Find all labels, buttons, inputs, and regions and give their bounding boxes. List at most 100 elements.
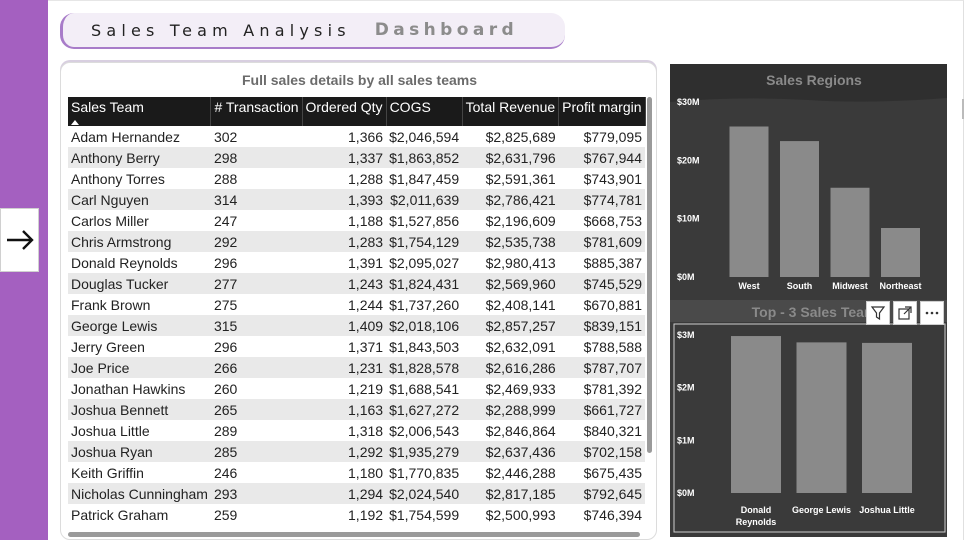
horizontal-scrollbar[interactable] [68,532,640,537]
column-header[interactable]: Total Revenue [462,97,560,126]
value-cell: $2,535,738 [462,231,559,252]
collapsed-pane-edge [962,99,964,119]
canvas-border [48,0,964,540]
value-cell: $1,828,578 [386,357,463,378]
y-tick-label: $1M [677,435,695,445]
table-row[interactable]: Joe Price 266 1,231 $1,828,578 $2,616,286 $78… [68,357,646,378]
table-row[interactable]: Carlos Miller 247 1,188 $1,527,856 $2,196,60… [68,210,645,231]
chart-header-band [670,64,947,102]
sales-team-cell: Keith Griffin [71,464,144,481]
bar[interactable] [862,342,912,493]
value-cell: $661,727 [558,399,646,420]
x-category-label: George Lewis [792,505,851,515]
filter-button[interactable] [866,301,890,325]
value-cell: $788,588 [583,338,643,355]
selection-frame [673,323,946,533]
top-sales-team-chart[interactable]: Top - 3 Sales Team $0M $1M $2M $3M Donald Reyn… [670,300,947,537]
more-options-button[interactable] [920,301,944,325]
value-cell: 1,243 [302,273,387,294]
value-cell: 292 [210,231,303,252]
table-row[interactable]: Frank Brown 275 1,244 $1,737,260 $2,408,141 $… [68,294,645,315]
table-row[interactable]: Keith Griffin 246 1,180 $1,770,835 $2,446,28… [68,462,645,483]
sales-team-cell: Patrick Graham [71,506,169,523]
value-cell: $2,024,540 [386,483,463,504]
sales-table-visual[interactable]: Full sales details by all sales teams Sa… [60,62,657,540]
table-row[interactable]: Anthony Berry 298 1,337 $1,863,852 $2,631,79… [68,147,646,168]
sales-team-cell: Joe Price [68,357,211,378]
sales-team-cell: Adam Hernandez [71,128,180,145]
sales-team-cell: Donald Reynolds [71,254,178,271]
table-title: Full sales details by all sales teams [241,72,477,88]
column-header[interactable]: Ordered Qty [302,97,387,126]
value-cell: $840,321 [583,422,643,439]
column-header[interactable]: COGS [386,97,463,126]
value-cell: $781,609 [558,231,646,252]
sales-team-cell: Carlos Miller [71,212,149,229]
value-cell: $2,631,796 [462,147,559,168]
dashboard-title-accent: Dashboard [374,20,519,40]
sales-regions-chart[interactable]: Sales Regions $0M $10M $20M $30M West South Mid… [670,64,947,296]
table-row[interactable]: George Lewis 315 1,409 $2,018,106 $2,857,257… [68,315,646,336]
table-row[interactable]: Douglas Tucker 277 1,243 $1,824,431 $2,569,9… [68,273,646,294]
table-row[interactable]: Patrick Graham 259 1,192 $1,754,599 $2,500,9… [68,504,645,525]
table-row[interactable]: Jonathan Hawkins 260 1,219 $1,688,541 $2,469… [68,378,645,399]
table-row[interactable]: Donald Reynolds 296 1,391 $2,095,027 $2,980,… [68,252,645,273]
value-cell: $1,824,431 [386,273,463,294]
vertical-scrollbar[interactable] [647,97,652,453]
value-cell: 1,231 [302,357,387,378]
value-cell: 296 [213,254,238,271]
value-cell: 1,366 [348,128,384,145]
table-row[interactable]: Jerry Green 296 1,371 $1,843,503 $2,632,091 $… [68,336,645,357]
value-cell: 1,244 [348,296,384,313]
value-cell: 1,371 [348,338,384,355]
x-category-label: Joshua Little [859,505,915,515]
value-cell: 296 [213,338,238,355]
value-cell: 1,337 [302,147,387,168]
value-cell: $2,500,993 [485,506,556,523]
value-cell: $2,446,288 [485,464,556,481]
table-row[interactable]: Joshua Bennett 265 1,163 $1,627,272 $2,288,9… [68,399,646,420]
value-cell: 288 [213,170,238,187]
table-row[interactable]: Chris Armstrong 292 1,283 $1,754,129 $2,535,… [68,231,646,252]
value-cell: $2,825,689 [485,128,556,145]
value-cell: 246 [213,464,238,481]
table-row[interactable]: Carl Nguyen 314 1,393 $2,011,639 $2,786,421 $… [68,189,646,210]
value-cell: $2,569,960 [462,273,559,294]
navigation-button[interactable] [0,208,39,272]
bar[interactable] [729,126,769,278]
value-cell: $2,006,543 [389,422,460,439]
column-header[interactable]: # Transaction [210,97,303,126]
table-row[interactable]: Joshua Little 289 1,318 $2,006,543 $2,846,86… [68,420,645,441]
value-cell: 1,192 [348,506,384,523]
table-row[interactable]: Nicholas Cunningham 293 1,294 $2,024,540 $2,… [68,483,646,504]
value-cell: $2,637,436 [462,441,559,462]
bar[interactable] [830,187,870,277]
arrow-right-icon [6,230,34,250]
table-row[interactable]: Anthony Torres 288 1,288 $1,847,459 $2,591,3… [68,168,645,189]
bar[interactable] [780,141,819,277]
sales-team-cell: George Lewis [68,315,211,336]
table-row[interactable]: Joshua Ryan 285 1,292 $1,935,279 $2,637,436 $… [68,441,646,462]
value-cell: $792,645 [558,483,646,504]
value-cell: $2,196,609 [485,212,556,229]
bar[interactable] [881,228,920,277]
value-cell: $1,688,541 [389,380,460,397]
value-cell: $781,392 [583,380,643,397]
value-cell: 1,391 [348,254,384,271]
value-cell: $767,944 [558,147,646,168]
value-cell: 277 [210,273,303,294]
value-cell: $670,881 [583,296,643,313]
sort-ascending-icon[interactable] [71,120,79,125]
sales-team-cell: Jonathan Hawkins [71,380,186,397]
focus-mode-button[interactable] [893,301,917,325]
value-cell: 275 [213,296,238,313]
y-tick-label: $3M [677,330,695,340]
x-category-label: Northeast [879,281,921,291]
value-cell: $743,901 [583,170,643,187]
bar[interactable] [731,336,781,493]
value-cell: 1,292 [302,441,387,462]
column-header[interactable]: Profit margin [558,97,646,126]
table-row[interactable]: Adam Hernandez 302 1,366 $2,046,594 $2,825,6… [68,126,645,147]
column-header[interactable]: Sales Team [68,97,212,126]
bar[interactable] [796,342,847,493]
